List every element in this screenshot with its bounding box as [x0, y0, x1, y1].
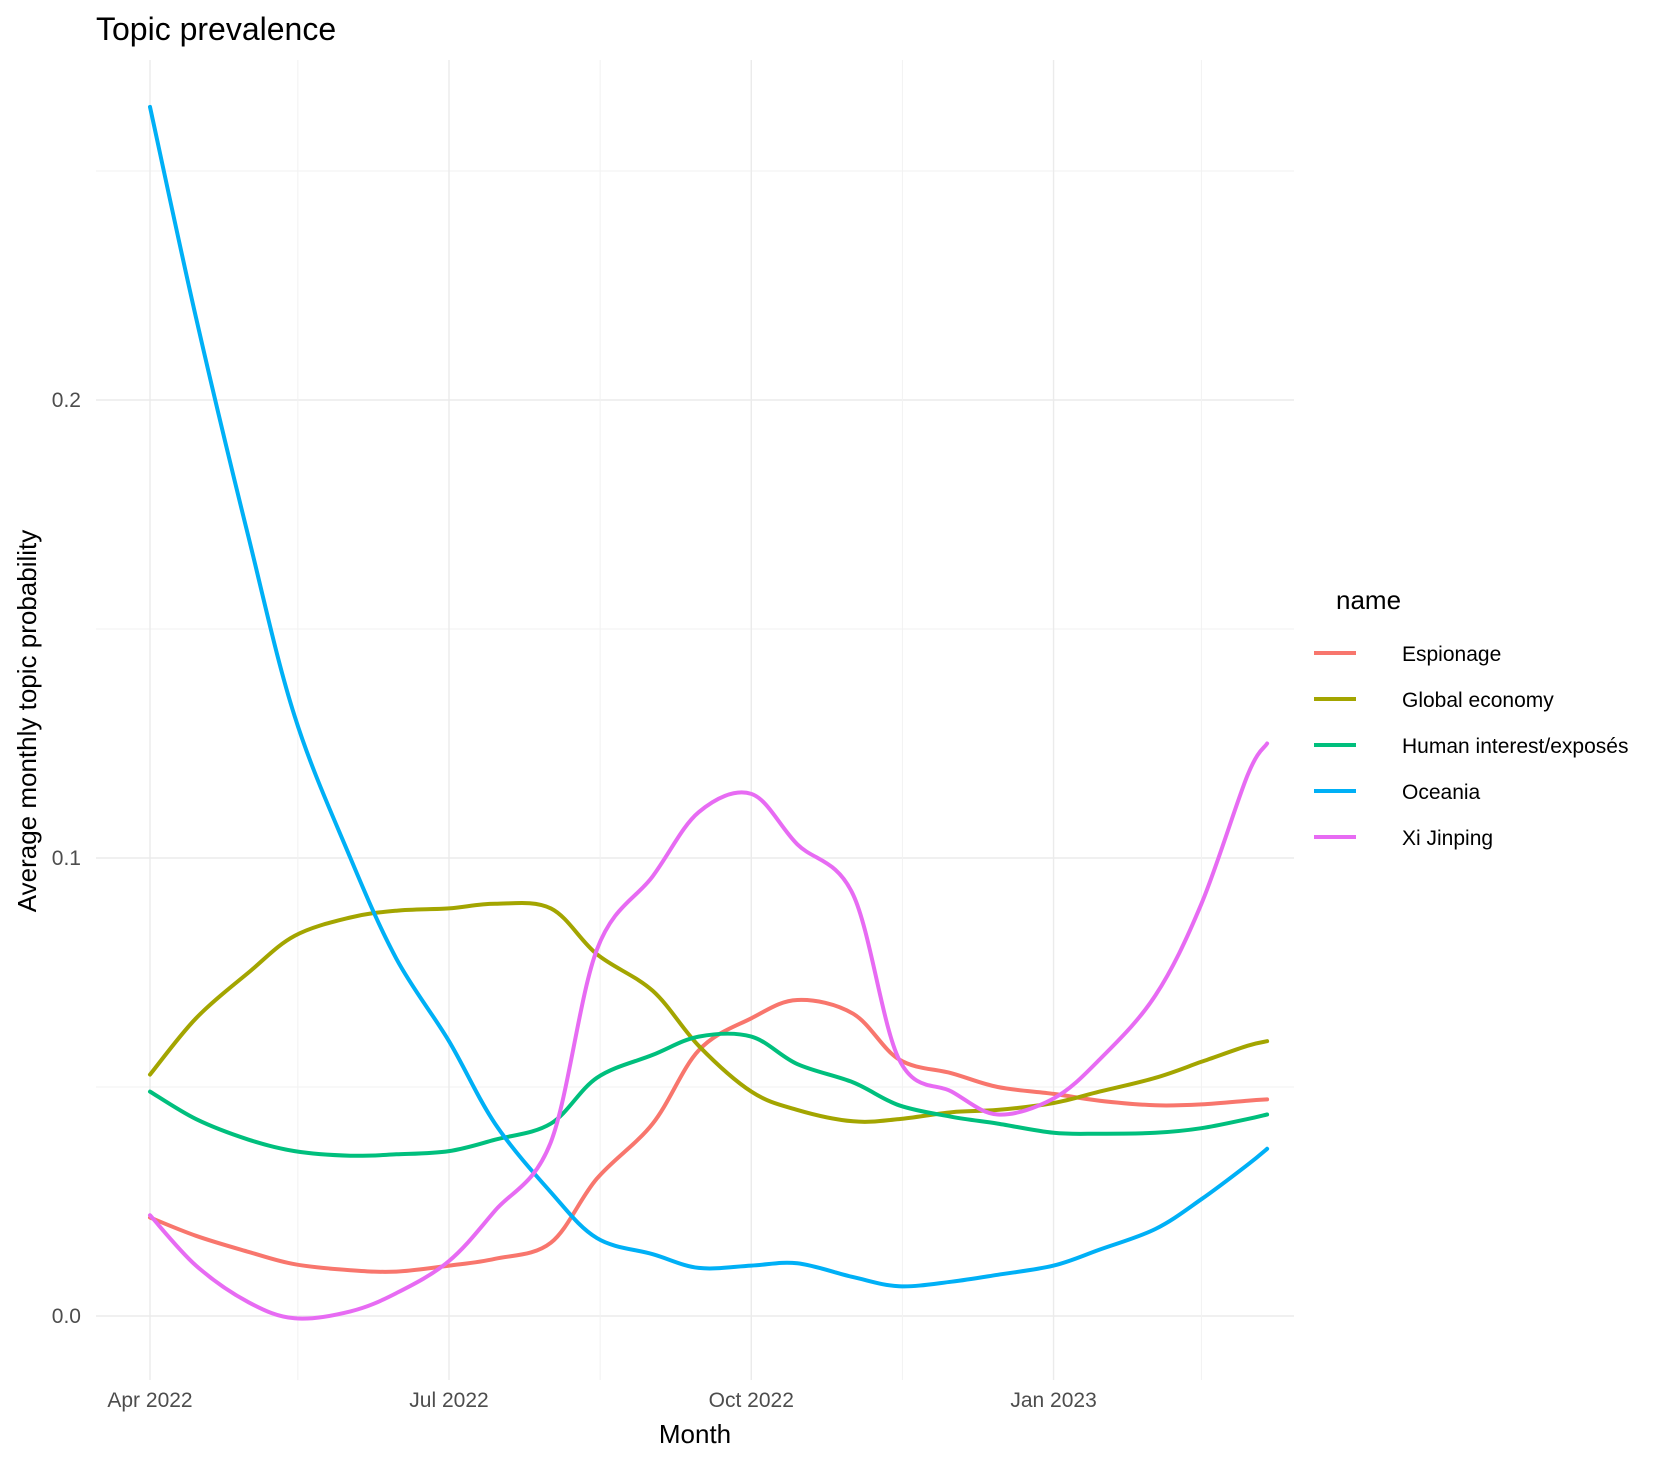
x-tick-label: Apr 2022 [107, 1389, 192, 1412]
plot-grid [96, 60, 1294, 1380]
series-line-espionage [148, 997, 1270, 1274]
y-tick-label: 0.0 [52, 1305, 81, 1328]
series-line-human-interest-expos-s [148, 1031, 1270, 1158]
x-tick-label: Oct 2022 [709, 1389, 794, 1412]
x-axis-ticks: Apr 2022 Jul 2022 Oct 2022 Jan 2023 [107, 1389, 1096, 1412]
legend-items: Espionage Global economy Human interest/ex… [1314, 643, 1628, 850]
x-tick-label: Jul 2022 [409, 1389, 488, 1412]
y-axis-title: Average monthly topic probability [12, 530, 42, 913]
y-tick-label: 0.1 [52, 847, 81, 870]
x-tick-label: Jan 2023 [1010, 1389, 1096, 1412]
chart-title: Topic prevalence [96, 11, 336, 47]
legend-label-oceania: Oceania [1402, 781, 1481, 804]
series-line-oceania [148, 104, 1270, 1289]
series-line-xi-jinping [148, 741, 1270, 1321]
legend-label-global-economy: Global economy [1402, 689, 1554, 712]
legend-label-human-interest-expos-s: Human interest/exposés [1402, 735, 1628, 758]
legend: name Espionage Global economy Human intere… [1314, 585, 1628, 850]
plot-series [148, 104, 1270, 1321]
y-axis-ticks: 0.0 0.1 0.2 [52, 389, 81, 1328]
series-line-global-economy [148, 900, 1270, 1124]
legend-label-xi-jinping: Xi Jinping [1402, 827, 1493, 850]
x-axis-title: Month [659, 1419, 731, 1449]
legend-title: name [1336, 585, 1401, 615]
legend-label-espionage: Espionage [1402, 643, 1501, 666]
y-tick-label: 0.2 [52, 389, 81, 412]
